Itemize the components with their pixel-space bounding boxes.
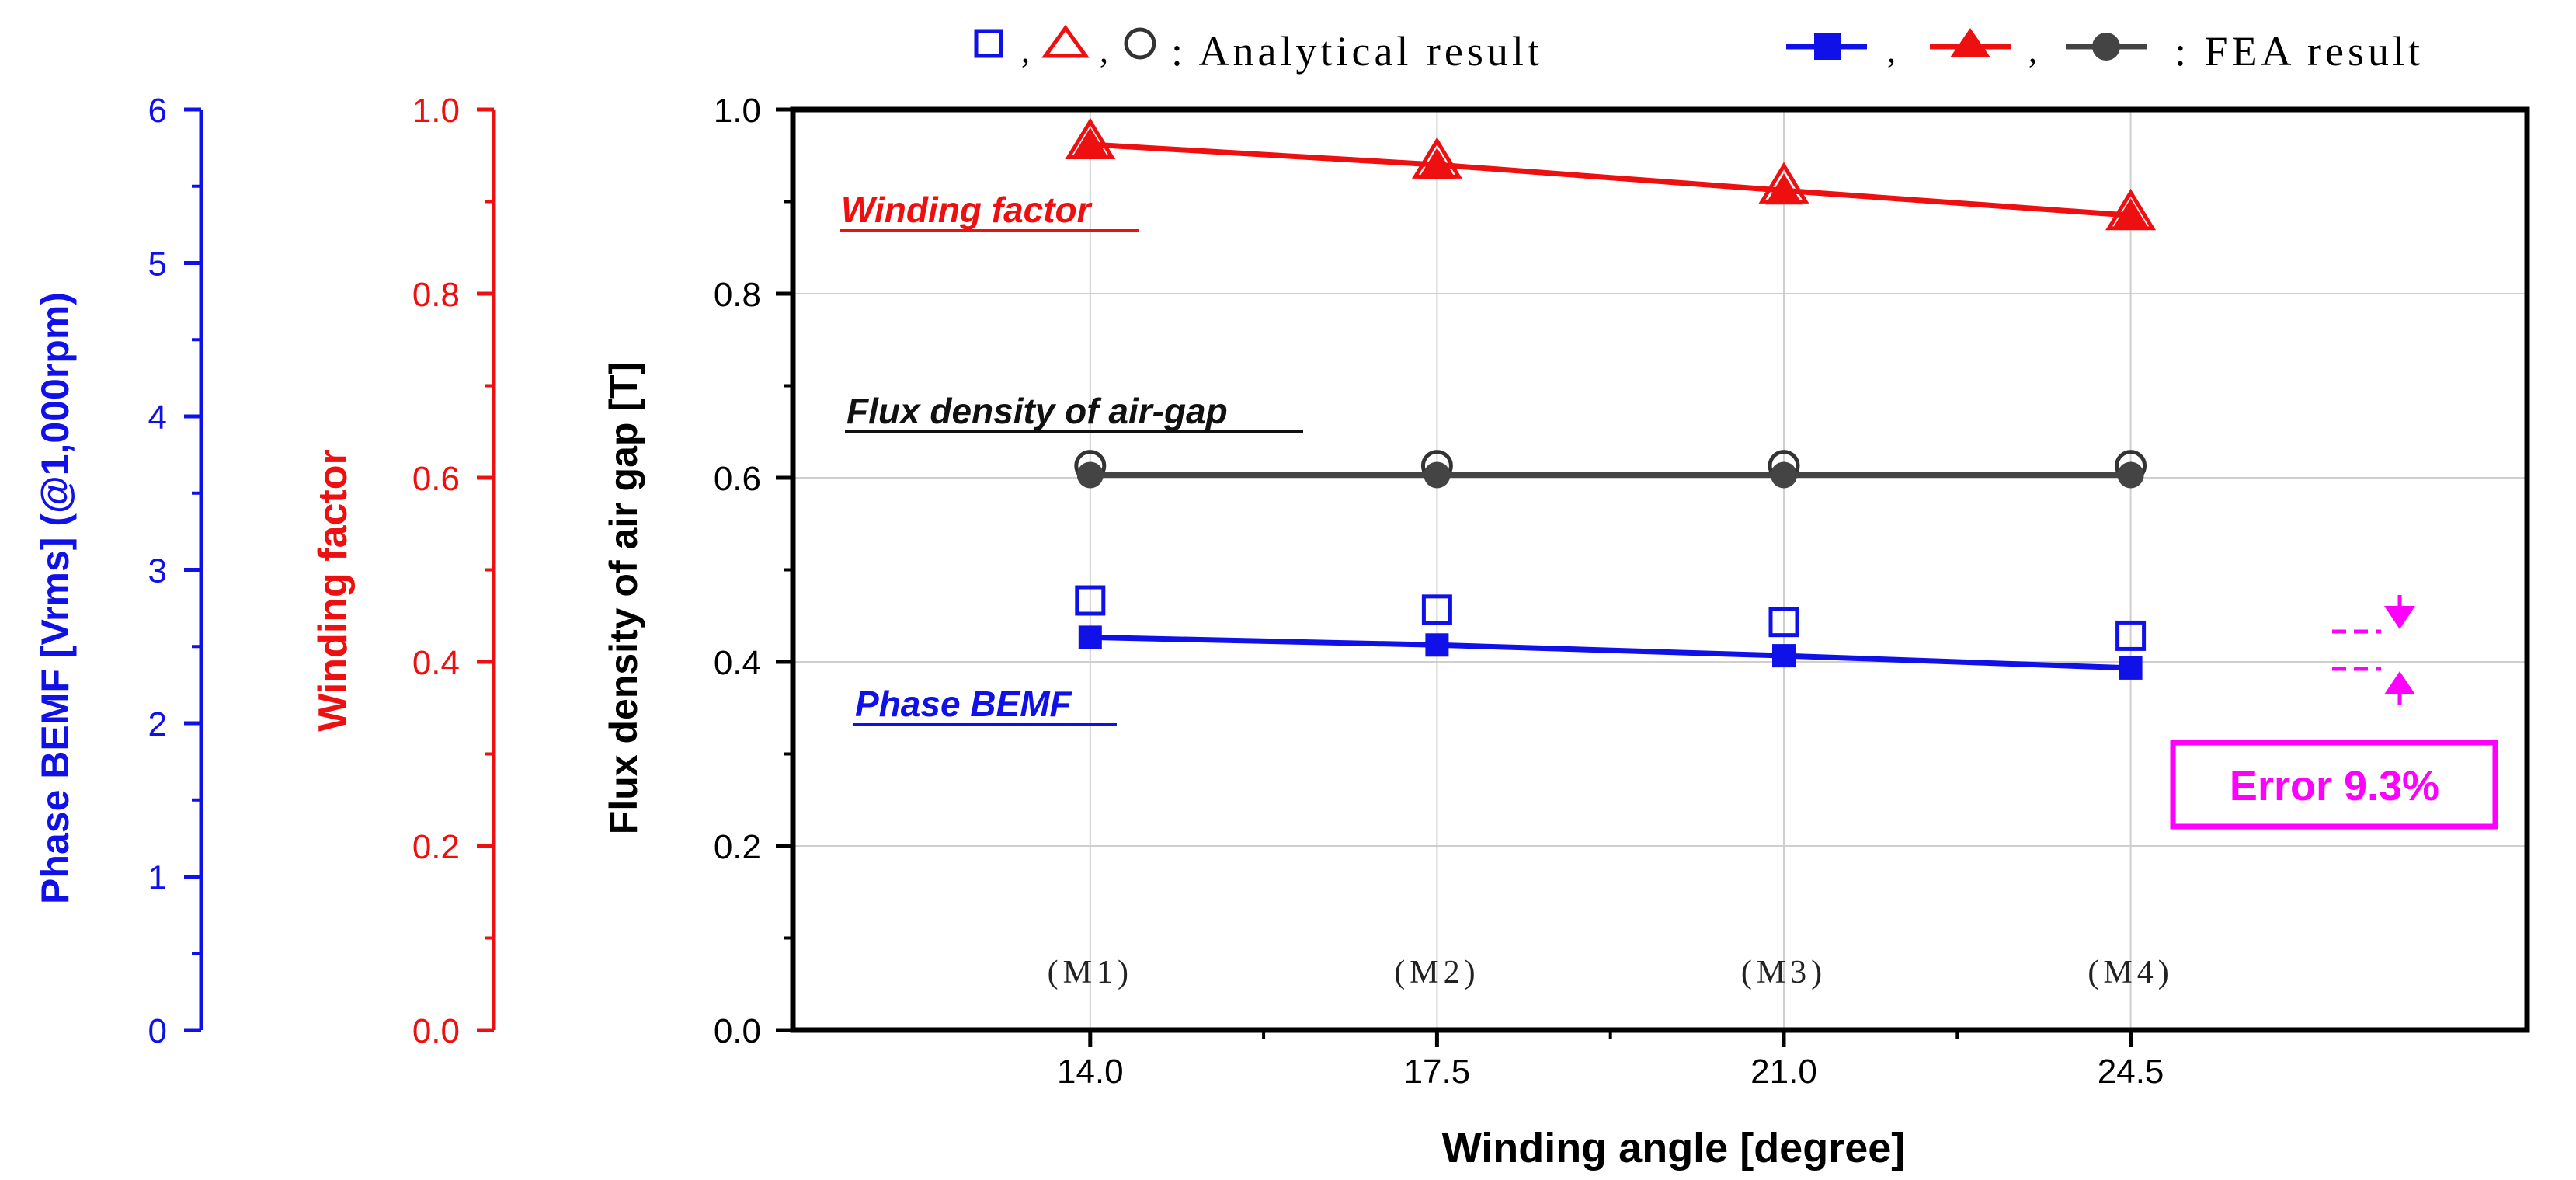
flux-tick-label: 1.0: [714, 92, 761, 130]
data-point: [1078, 625, 1102, 649]
flux-density-label: Flux density of air-gap: [846, 391, 1228, 431]
bemf-axis-title: Phase BEMF [Vrms] (@1,000rpm): [33, 292, 77, 904]
data-point: [1075, 585, 1106, 616]
legend-fea-triangle-icon: [1950, 28, 1990, 57]
legend-analytical-square-icon: [974, 29, 1003, 58]
flux-tick-label: 0.6: [714, 460, 761, 498]
series-line: [1090, 141, 2131, 218]
x-axis-title: Winding angle [degree]: [1442, 1125, 1906, 1171]
bemf-axis: 0 1 2 3 4 5 6: [148, 92, 203, 1050]
bemf-tick-label: 4: [148, 399, 167, 437]
bemf-tick-label: 5: [148, 245, 167, 284]
data-point: [2119, 656, 2143, 680]
legend-fea-circle-icon: [2092, 33, 2120, 61]
model-label: (M1): [1048, 955, 1133, 990]
bemf-tick-label: 6: [148, 92, 167, 130]
bemf-tick-label: 3: [148, 552, 167, 590]
winding-tick-label: 0.2: [412, 828, 460, 866]
flux-tick-label: 0.0: [714, 1012, 761, 1050]
winding-tick-label: 1.0: [412, 92, 460, 130]
flux-tick-label: 0.2: [714, 828, 761, 866]
data-point: [1424, 461, 1451, 489]
data-point: [1071, 127, 1109, 159]
bemf-tick-label: 0: [148, 1012, 167, 1050]
winding-tick-label: 0.0: [412, 1012, 460, 1050]
x-tick-label: 24.5: [2098, 1053, 2164, 1091]
legend: , , : Analytical result , , : FEA result: [974, 24, 2424, 75]
legend-sep-4: ,: [2028, 32, 2037, 70]
data-point: [1418, 148, 1456, 179]
series-line: [1090, 634, 2131, 671]
x-tick-label: 14.0: [1057, 1053, 1124, 1091]
winding-axis: 0.0 0.2 0.4 0.6 0.8 1.0: [412, 92, 496, 1050]
series-bemf-fea: [1078, 625, 2143, 680]
legend-fea-text: : FEA result: [2174, 28, 2424, 75]
flux-axis-title: Flux density of air gap [T]: [602, 362, 645, 834]
data-point: [1765, 173, 1803, 205]
legend-sep-3: ,: [1887, 32, 1896, 70]
winding-tick-label: 0.4: [412, 644, 460, 682]
error-label: Error 9.3%: [2230, 763, 2439, 809]
series-layer: [1065, 117, 2157, 680]
bemf-tick-label: 2: [148, 705, 167, 743]
grid: [793, 110, 2527, 1030]
winding-factor-label: Winding factor: [841, 190, 1093, 230]
legend-analytical-triangle-icon: [1041, 24, 1090, 58]
data-point: [1076, 461, 1104, 489]
winding-tick-label: 0.8: [412, 276, 460, 314]
series-bemf-analytical: [1075, 585, 2147, 651]
x-tick-label: 21.0: [1750, 1053, 1817, 1091]
plot-frame: [790, 106, 2530, 1033]
data-point: [1425, 633, 1449, 657]
flux-axis: 0.0 0.2 0.4 0.6 0.8 1.0: [714, 92, 795, 1050]
legend-fea-square-icon: [1814, 33, 1841, 60]
winding-axis-title: Winding factor: [311, 449, 356, 732]
x-tick-label: 17.5: [1404, 1053, 1471, 1091]
legend-analytical-text: : Analytical result: [1171, 28, 1543, 75]
data-point: [1771, 461, 1797, 489]
flux-tick-label: 0.4: [714, 644, 761, 682]
data-point: [2115, 620, 2147, 651]
error-box: [2170, 740, 2498, 830]
model-label: (M3): [1741, 955, 1827, 990]
legend-sep-1: ,: [1021, 32, 1030, 70]
model-label: (M4): [2088, 955, 2173, 990]
error-indicator: [2332, 595, 2415, 705]
legend-sep-2: ,: [1100, 32, 1108, 70]
model-labels: (M1) (M2) (M3) (M4): [1048, 955, 2173, 990]
series-winding-fea: [1071, 127, 2150, 230]
data-point: [1768, 607, 1799, 638]
data-point: [1421, 594, 1452, 625]
series-flux-fea: [1076, 461, 2144, 489]
legend-analytical-circle-icon: [1124, 27, 1156, 60]
data-point: [1772, 644, 1796, 668]
flux-tick-label: 0.8: [714, 276, 761, 314]
winding-tick-label: 0.6: [412, 460, 460, 498]
bemf-tick-label: 1: [148, 859, 167, 897]
data-point: [2117, 461, 2144, 489]
model-label: (M2): [1394, 955, 1479, 990]
data-point: [2112, 198, 2150, 230]
series-winding-analytical: [1065, 117, 2157, 231]
phase-bemf-label: Phase BEMF: [855, 684, 1073, 724]
x-axis: 14.0 17.5 21.0 24.5: [1057, 1030, 2164, 1091]
